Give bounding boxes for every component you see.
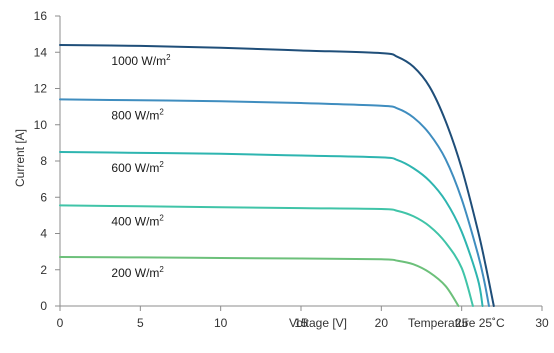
series-line-0 (59, 44, 495, 307)
y-tick-label: 4 (40, 227, 47, 241)
series-label-4: 200 W/m2 (111, 265, 164, 280)
series-label-superscript: 2 (159, 107, 164, 116)
y-tick-label: 2 (40, 263, 47, 277)
series-line-3 (59, 204, 474, 307)
series-label-text: 1000 W/m (111, 54, 166, 68)
y-tick-label: 6 (40, 190, 47, 204)
series-label-text: 400 W/m (111, 214, 159, 228)
x-axis-title: Voltage [V] (289, 316, 347, 330)
x-tick-label: 30 (535, 316, 549, 330)
series-line-1 (59, 98, 490, 307)
series-label-0: 1000 W/m2 (111, 53, 171, 68)
temperature-annotation: Temperature 25˚C (408, 316, 505, 330)
axes: 0 5 10 15 20 25 30 0 2 4 6 8 10 12 14 16 (34, 9, 549, 330)
series-label-1: 800 W/m2 (111, 107, 164, 122)
series-label-superscript: 2 (159, 265, 164, 274)
y-axis-title: Current [A] (13, 129, 27, 187)
series-label-superscript: 2 (159, 160, 164, 169)
series-line-4 (59, 256, 460, 307)
series-label-superscript: 2 (166, 53, 171, 62)
series-line-2 (59, 150, 484, 307)
series-label-superscript: 2 (159, 213, 164, 222)
series-label-text: 600 W/m (111, 161, 159, 175)
series-label-3: 400 W/m2 (111, 213, 164, 228)
y-tick-label: 10 (34, 118, 48, 132)
series-label-text: 200 W/m (111, 266, 159, 280)
x-tick-label: 20 (375, 316, 389, 330)
x-tick-label: 5 (137, 316, 144, 330)
y-tick-label: 0 (40, 299, 47, 313)
x-tick-label: 25 (455, 316, 469, 330)
x-tick-label: 0 (57, 316, 64, 330)
series-label-text: 800 W/m (111, 108, 159, 122)
curves (59, 44, 495, 307)
y-tick-label: 8 (40, 154, 47, 168)
y-tick-label: 16 (34, 9, 48, 23)
x-tick-label: 15 (294, 316, 308, 330)
x-tick-label: 10 (214, 316, 228, 330)
series-label-2: 600 W/m2 (111, 160, 164, 175)
y-tick-label: 14 (34, 45, 48, 59)
y-tick-label: 12 (34, 82, 48, 96)
